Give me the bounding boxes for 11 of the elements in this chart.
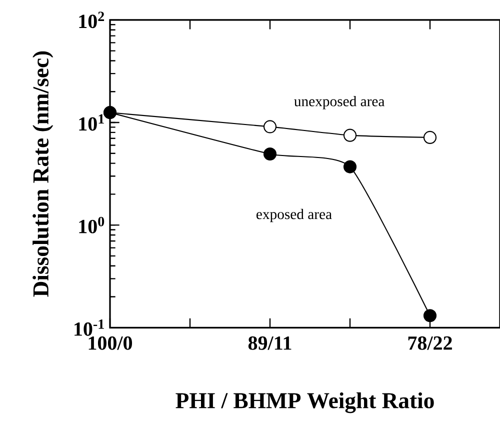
x-tick-label: 89/11 bbox=[248, 336, 292, 350]
y-axis-title: Dissolution Rate (nm/sec) bbox=[32, 51, 54, 297]
x-tick-label: 100/0 bbox=[88, 336, 132, 350]
x-axis-title: PHI / BHMP Weight Ratio bbox=[176, 392, 434, 414]
y-tick-label: 10$^{1}$ bbox=[79, 114, 104, 131]
y-tick-label: 10$^{0}$ bbox=[79, 216, 104, 234]
text: exposed area bbox=[256, 208, 332, 222]
series-label: unexposed area bbox=[294, 96, 385, 110]
x-tick-label: 78/22 bbox=[408, 336, 452, 350]
y-tick-label: 10$^{2}$ bbox=[79, 12, 104, 28]
y-tick-label: 10$^{-1}$ bbox=[74, 319, 104, 336]
